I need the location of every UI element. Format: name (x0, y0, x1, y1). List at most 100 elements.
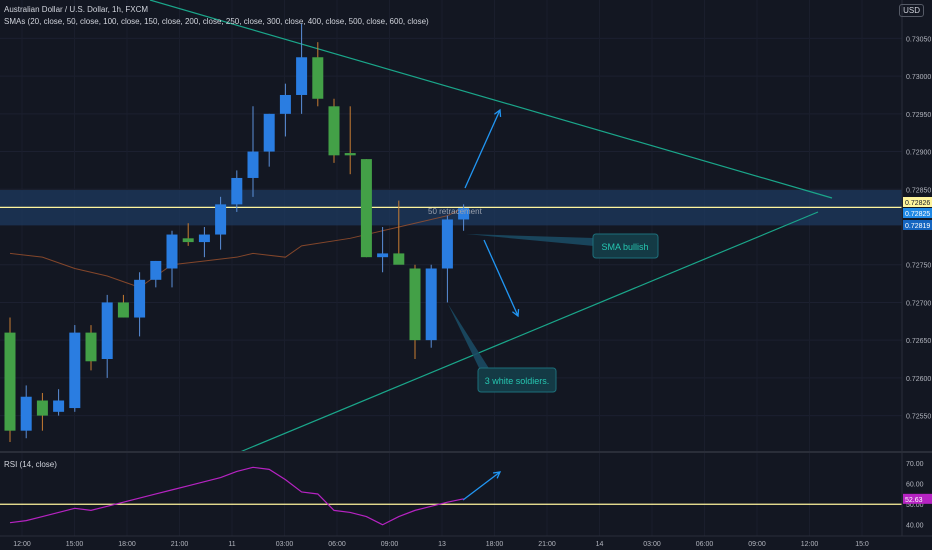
y-tick-label: 0.72550 (906, 414, 931, 421)
candle (377, 227, 389, 273)
x-tick-label: 06:00 (696, 541, 714, 548)
rsi-legend: RSI (14, close) (4, 460, 57, 469)
candle (150, 260, 162, 288)
rsi-tick-label: 50.00 (906, 502, 924, 509)
y-tick-label: 0.72900 (906, 150, 931, 157)
x-tick-label: 03:00 (643, 541, 661, 548)
candle-body (263, 113, 275, 152)
candle (4, 317, 16, 442)
candle (441, 215, 453, 303)
candle (101, 294, 113, 378)
candle (296, 23, 308, 114)
up-arrow-head (494, 108, 502, 118)
price-label-text: 0.72826 (905, 200, 930, 207)
y-tick-label: 0.73000 (906, 74, 931, 81)
candle-body (231, 177, 243, 205)
candle-body (344, 153, 356, 156)
candle (215, 196, 227, 250)
candle-body (458, 208, 470, 220)
soldiers-callout-text: 3 white soldiers. (485, 376, 550, 386)
x-tick-label: 03:00 (276, 541, 294, 548)
y-tick-label: 0.72700 (906, 300, 931, 307)
candle-body (312, 57, 324, 99)
candle (312, 42, 324, 107)
candle (20, 385, 32, 439)
price-label-box (903, 197, 932, 207)
rsi-tick-label: 70.00 (906, 461, 924, 468)
price-label-text: 0.72819 (905, 223, 930, 230)
candle (182, 223, 194, 246)
candle-body (182, 238, 194, 243)
candle-body (166, 234, 178, 269)
down-arrow-head (512, 308, 520, 318)
candle-body (360, 159, 372, 258)
down-arrow (483, 239, 519, 317)
candle (53, 389, 65, 416)
candles (4, 23, 470, 442)
y-tick-label: 0.73050 (906, 36, 931, 43)
candle-body (279, 94, 291, 114)
candle-body (101, 302, 113, 360)
candle-body (425, 268, 437, 341)
candle-body (247, 151, 259, 178)
x-tick-label: 12:00 (13, 541, 31, 548)
candle (279, 83, 291, 137)
candle-body (198, 234, 210, 243)
y-tick-label: 0.72950 (906, 112, 931, 119)
candle-body (215, 204, 227, 235)
rsi-tick-label: 60.00 (906, 482, 924, 489)
x-tick-label: 18:00 (486, 541, 504, 548)
candle (409, 264, 421, 360)
rsi-current-label: 52.63 (905, 497, 923, 504)
annotations: 50 retracement SMA bullish 3 white soldier… (428, 108, 659, 501)
price-label-box (903, 220, 932, 230)
rsi-up-arrow (462, 471, 501, 501)
candle-body (441, 219, 453, 269)
sma-callout-pointer (466, 234, 594, 246)
y-tick-label: 0.72850 (906, 187, 931, 194)
candle (36, 392, 48, 431)
price-label-box (903, 208, 932, 218)
soldiers-callout-box (477, 367, 557, 393)
rsi-line (9, 466, 464, 526)
trendlines (149, 0, 833, 453)
candle-body (328, 106, 340, 156)
candle (360, 159, 372, 258)
x-tick-label: 21:00 (538, 541, 556, 548)
candle-body (377, 253, 389, 258)
candle (85, 325, 97, 371)
rsi-current-box (903, 493, 932, 504)
candle (69, 325, 81, 412)
currency-badge[interactable]: USD (899, 4, 924, 17)
candle (263, 113, 275, 167)
rsi-tick-label: 40.00 (906, 523, 924, 530)
x-tick-label: 15:00 (66, 541, 84, 548)
sma-callout-text: SMA bullish (601, 242, 648, 252)
candle (344, 106, 356, 175)
retracement-label: 50 retracement (428, 207, 483, 216)
x-tick-label: 18:00 (118, 541, 136, 548)
soldiers-callout-pointer (448, 304, 490, 370)
candle-body (85, 332, 97, 362)
candle-body (296, 57, 308, 95)
candle (166, 230, 178, 288)
candle-body (150, 260, 162, 280)
symbol-title: Australian Dollar / U.S. Dollar, 1h, FXC… (4, 5, 149, 14)
lower-trendline (239, 211, 819, 453)
candle (393, 200, 405, 265)
candle-body (393, 253, 405, 265)
upper-trendline (149, 0, 833, 199)
x-tick-label: 12:00 (801, 541, 819, 548)
price-label-text: 0.72825 (905, 211, 930, 218)
candle-body (53, 400, 65, 412)
y-tick-label: 0.72750 (906, 263, 931, 270)
up-arrow (464, 109, 501, 189)
x-tick-label: 13 (438, 541, 446, 548)
candle (247, 106, 259, 197)
rsi-pane (0, 466, 902, 526)
x-tick-label: 21:00 (171, 541, 189, 548)
x-tick-label: 09:00 (748, 541, 766, 548)
candle-body (4, 332, 16, 431)
